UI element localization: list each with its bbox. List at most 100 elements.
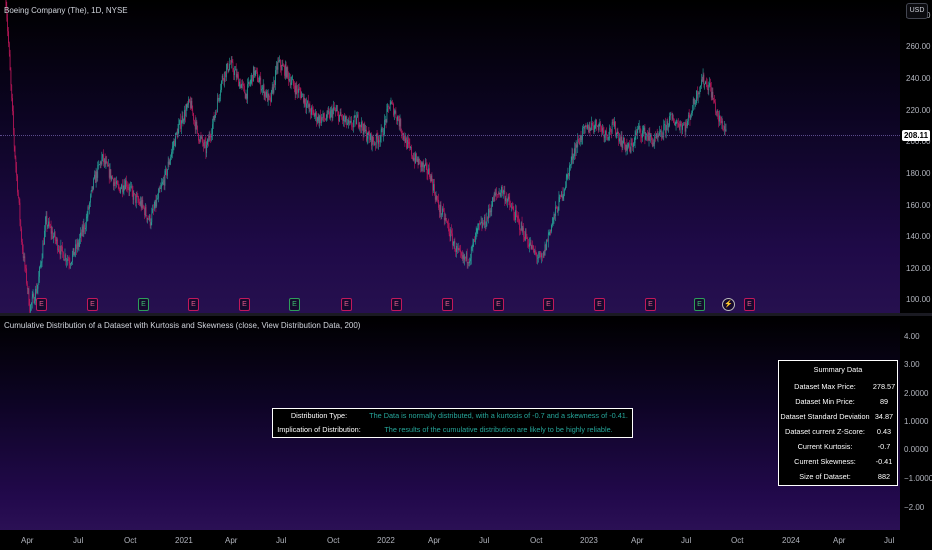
- candle-body: [283, 65, 285, 67]
- earnings-event-icon[interactable]: E: [138, 298, 149, 311]
- candle-body: [96, 171, 98, 178]
- candle-body: [624, 137, 625, 145]
- candle-body: [661, 135, 663, 137]
- earnings-event-icon[interactable]: E: [694, 298, 705, 311]
- time-tick-label: Jul: [479, 536, 490, 545]
- candle-body: [349, 121, 351, 123]
- candle-body: [180, 119, 181, 129]
- candle-body: [556, 206, 557, 209]
- candle-body: [606, 130, 607, 136]
- candle-body: [616, 131, 618, 135]
- candle-body: [651, 140, 653, 146]
- candle-body: [170, 157, 171, 162]
- candle-body: [89, 202, 90, 209]
- candle-body: [699, 87, 701, 94]
- candle-body: [725, 129, 727, 132]
- candle-body: [642, 130, 643, 138]
- candle-body: [264, 92, 266, 97]
- currency-badge[interactable]: USD: [906, 3, 928, 19]
- candle-body: [608, 135, 610, 138]
- candle-body: [253, 66, 255, 76]
- earnings-event-icon[interactable]: E: [289, 298, 300, 311]
- distribution-key: Distribution Type:: [290, 411, 348, 420]
- candle-body: [405, 137, 407, 143]
- candle-body: [180, 123, 182, 129]
- candle-body: [105, 161, 107, 165]
- earnings-event-icon[interactable]: E: [594, 298, 605, 311]
- earnings-event-icon[interactable]: E: [744, 298, 755, 311]
- candle-body: [414, 158, 416, 163]
- time-axis[interactable]: Apr Jul Oct 2021 Apr Jul Oct 2022 Apr Jul Oct 2023 A…: [0, 530, 932, 550]
- candle-body: [275, 70, 276, 85]
- candle-body: [71, 254, 73, 262]
- pane-separator[interactable]: [0, 313, 932, 316]
- candle-body: [234, 70, 235, 76]
- indicator-title[interactable]: Cumulative Distribution of a Dataset wit…: [4, 321, 361, 330]
- time-tick-label: Jul: [884, 536, 895, 545]
- candle-body: [352, 126, 353, 128]
- candle-body: [715, 102, 716, 112]
- earnings-event-icon[interactable]: E: [543, 298, 554, 311]
- candle-body: [334, 109, 336, 111]
- candle-body: [696, 90, 697, 104]
- earnings-event-icon[interactable]: E: [645, 298, 656, 311]
- candle-body: [205, 142, 207, 154]
- candle-body: [510, 204, 511, 208]
- candle-body: [670, 113, 672, 115]
- candle-body: [73, 248, 75, 256]
- candle-body: [481, 221, 483, 228]
- candle-body: [585, 125, 587, 127]
- earnings-event-icon[interactable]: E: [493, 298, 504, 311]
- earnings-event-icon[interactable]: E: [239, 298, 250, 311]
- candle-body: [374, 143, 375, 145]
- price-tick-label: 220.00: [906, 105, 931, 115]
- candle-body: [144, 207, 145, 216]
- candle-body: [149, 215, 151, 226]
- candle-body: [71, 261, 72, 265]
- candle-body: [511, 206, 512, 208]
- candle-body: [693, 99, 695, 104]
- candle-body: [497, 194, 499, 196]
- candle-body: [361, 121, 362, 128]
- price-pane[interactable]: [0, 0, 900, 313]
- candle-body: [95, 171, 97, 183]
- candle-body: [678, 126, 680, 130]
- candle-body: [432, 181, 434, 191]
- candle-body: [262, 87, 263, 90]
- candle-body: [225, 68, 227, 78]
- earnings-event-icon[interactable]: E: [391, 298, 402, 311]
- candle-body: [544, 244, 546, 256]
- summary-key: Current Kurtosis:: [797, 442, 853, 451]
- candle-body: [597, 125, 598, 127]
- indicator-axis[interactable]: 4.00 3.00 2.0000 1.0000 0.0000 −1.0000 −2.00: [900, 316, 932, 530]
- candle-body: [643, 127, 645, 131]
- earnings-event-icon[interactable]: E: [341, 298, 352, 311]
- symbol-title[interactable]: Boeing Company (The), 1D, NYSE: [4, 6, 128, 15]
- candle-body: [420, 160, 421, 168]
- candle-body: [266, 91, 267, 98]
- candle-body: [685, 123, 687, 132]
- earnings-event-icon[interactable]: E: [87, 298, 98, 311]
- candle-body: [296, 85, 298, 90]
- candle-body: [98, 164, 99, 166]
- price-chart[interactable]: [0, 0, 900, 313]
- time-tick-label: Apr: [225, 536, 238, 545]
- candle-body: [11, 85, 13, 99]
- summary-row: Current Skewness: -0.41: [779, 454, 897, 469]
- candle-body: [112, 179, 114, 187]
- price-axis[interactable]: 280.00260.00240.00220.00200.00180.00160.…: [900, 0, 932, 313]
- candle-body: [483, 222, 484, 225]
- candle-body: [701, 79, 703, 82]
- candle-body: [457, 248, 459, 250]
- candle-body: [351, 121, 353, 127]
- candle-body: [553, 213, 555, 219]
- earnings-event-icon[interactable]: E: [442, 298, 453, 311]
- earnings-event-icon[interactable]: E: [36, 298, 47, 311]
- summary-value: 89: [879, 397, 889, 406]
- earnings-event-icon[interactable]: E: [188, 298, 199, 311]
- candle-body: [397, 116, 398, 121]
- dividend-event-icon[interactable]: ⚡: [722, 298, 735, 311]
- candle-body: [595, 119, 597, 125]
- candle-body: [712, 91, 714, 100]
- candle-body: [551, 225, 552, 232]
